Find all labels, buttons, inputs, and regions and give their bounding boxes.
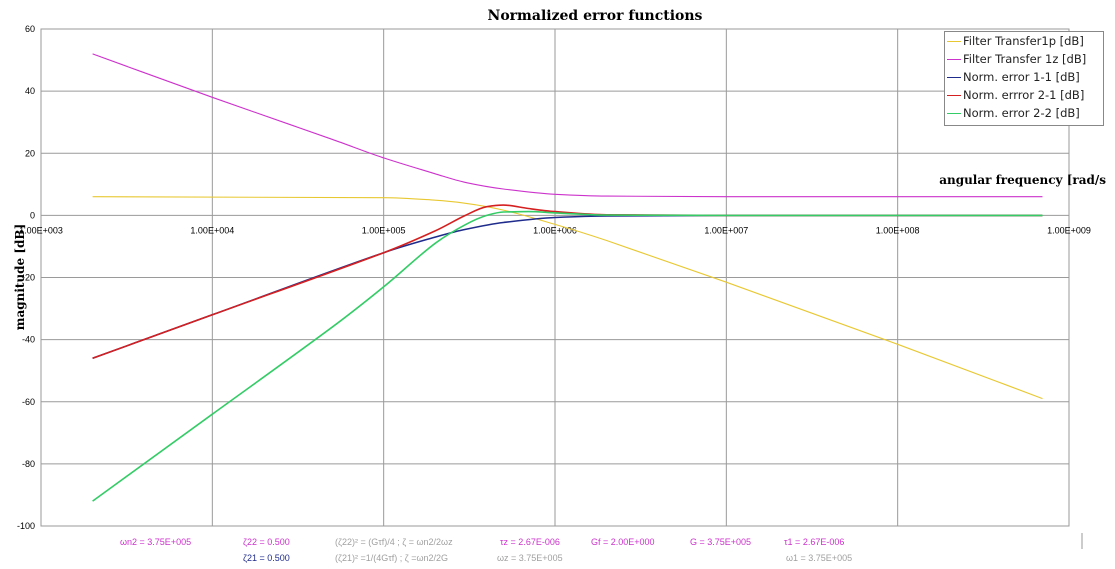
param-zeta22: ζ22 = 0.500: [243, 537, 290, 547]
y-tick-label: -60: [22, 397, 35, 407]
y-tick-label: 0: [30, 210, 35, 220]
param-zeta21-formula: (ζ21)² =1/(4Gτf) ; ζ =ωn2/2G: [335, 553, 449, 563]
param-w1: ω1 = 3.75E+005: [786, 553, 853, 563]
param-tau-z: τz = 2.67E-006: [500, 537, 560, 547]
chart-title: Normalized error functions: [488, 8, 703, 24]
legend-label: Norm. error 1-1 [dB]: [963, 70, 1080, 84]
x-tick-label: 1.00E+003: [19, 225, 63, 235]
y-tick-label: -40: [22, 335, 35, 345]
param-wn2: ωn2 = 3.75E+005: [120, 537, 192, 547]
x-tick-label: 1.00E+004: [190, 225, 234, 235]
param-wz: ωz = 3.75E+005: [497, 553, 563, 563]
x-tick-label: 1.00E+005: [362, 225, 406, 235]
series-line-filter-transfer1p-db: [92, 196, 1043, 400]
series-line-norm-error-2-2-db: [92, 210, 1043, 502]
y-tick-label: 60: [25, 24, 35, 34]
grid-lines: [40, 28, 1070, 527]
param-g: G = 3.75E+005: [690, 537, 752, 547]
legend-swatch: [947, 77, 961, 78]
y-tick-label: -100: [17, 521, 35, 531]
y-tick-label: -20: [22, 273, 35, 283]
y-tick-label: -80: [22, 459, 35, 469]
y-tick-label: 40: [25, 86, 35, 96]
y-tick-labels: 60 40 20 0 -20 -40 -60 -80 -100: [17, 24, 35, 531]
legend-swatch: [947, 59, 961, 60]
x-tick-label: 1.00E+008: [876, 225, 920, 235]
legend-label: Norm. error 2-2 [dB]: [963, 106, 1080, 120]
legend-swatch: [947, 95, 961, 96]
x-tick-labels: 1.00E+003 1.00E+004 1.00E+005 1.00E+006 1.00…: [19, 225, 1091, 235]
legend-swatch: [947, 113, 961, 114]
legend-label: Filter Transfer1p [dB]: [963, 34, 1084, 48]
legend-label: Norm. errror 2-1 [dB]: [963, 88, 1085, 102]
param-tau-1: τ1 = 2.67E-006: [784, 537, 845, 547]
x-axis-label: angular frequency [rad/s: [939, 173, 1106, 187]
x-tick-label: 1.00E+006: [533, 225, 577, 235]
param-zeta22-formula: (ζ22)² = (Gτf)/4 ; ζ = ωn2/2ωz: [335, 537, 453, 547]
legend-swatch: [947, 41, 961, 42]
legend-label: Filter Transfer 1z [dB]: [963, 52, 1087, 66]
data-series: [92, 53, 1043, 502]
x-tick-label: 1.00E+009: [1047, 225, 1091, 235]
param-zeta21: ζ21 = 0.500: [243, 553, 290, 563]
y-axis-label: magnitude [dB]: [13, 224, 27, 331]
legend: Filter Transfer1p [dB] Filter Transfer 1…: [944, 31, 1104, 126]
param-gf: Gf = 2.00E+000: [591, 537, 655, 547]
y-tick-label: 20: [25, 148, 35, 158]
x-tick-label: 1.00E+007: [704, 225, 748, 235]
series-line-filter-transfer-1z-db: [92, 53, 1043, 198]
series-line-norm-error-1-1-db: [92, 214, 1043, 360]
